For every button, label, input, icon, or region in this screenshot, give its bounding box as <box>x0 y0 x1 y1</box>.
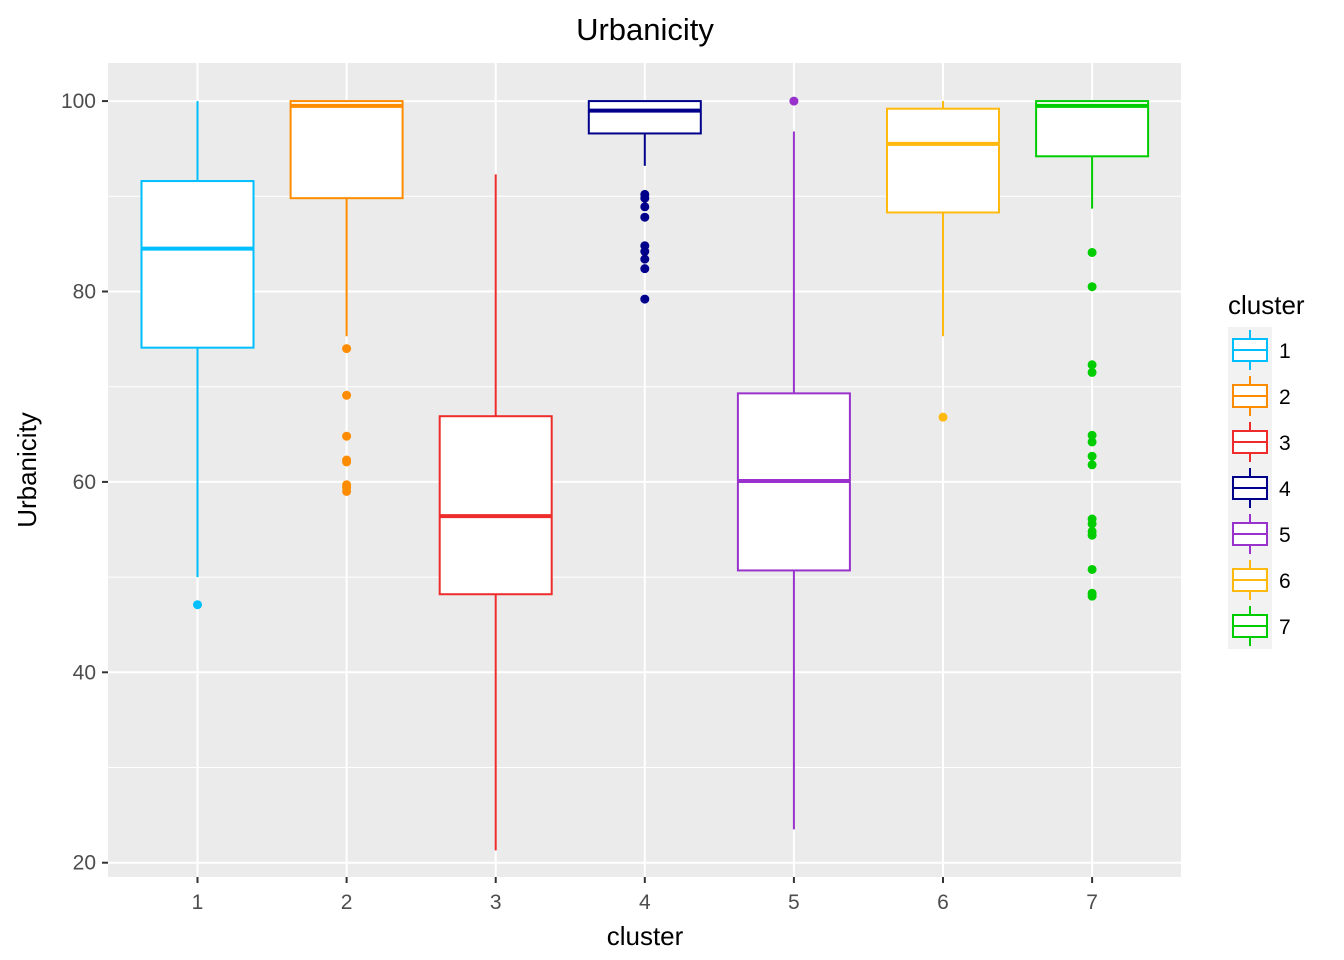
boxes <box>140 96 1150 851</box>
x-tick-label: 5 <box>788 891 800 914</box>
outlier-point <box>193 600 202 610</box>
box-group-cluster-7 <box>1035 100 1150 601</box>
outlier-point <box>1087 430 1097 440</box>
y-tick-label: 60 <box>73 471 96 494</box>
outlier-point <box>342 344 352 354</box>
legend-title: cluster <box>1228 290 1305 320</box>
outlier-point <box>1087 367 1097 377</box>
legend-item-6: 6 <box>1228 557 1291 603</box>
outlier-point <box>640 294 650 304</box>
outlier-point <box>342 486 352 496</box>
outlier-point <box>1087 451 1097 461</box>
x-axis-title: cluster <box>607 921 684 951</box>
outlier-point <box>1087 591 1097 601</box>
outlier-point <box>640 264 650 274</box>
legend-label: 2 <box>1279 386 1291 409</box>
legend-label: 3 <box>1279 432 1291 455</box>
box-iqr <box>289 100 404 200</box>
box-group-cluster-3 <box>438 174 553 851</box>
outlier-point <box>1087 437 1097 447</box>
box-iqr <box>438 415 553 596</box>
box-group-cluster-5 <box>736 96 851 830</box>
legend-label: 7 <box>1279 616 1291 639</box>
outlier-point <box>342 457 352 467</box>
y-tick-label: 100 <box>61 90 96 113</box>
x-tick-label: 7 <box>1086 891 1098 914</box>
outlier-point <box>1087 564 1097 574</box>
legend-item-7: 7 <box>1228 603 1291 649</box>
box-group-cluster-2 <box>289 100 404 496</box>
y-tick-label: 40 <box>73 661 96 684</box>
outlier-point <box>640 193 650 203</box>
box-group-cluster-4 <box>587 100 702 304</box>
legend-item-4: 4 <box>1228 465 1291 511</box>
outlier-point <box>1087 519 1097 529</box>
box-group-cluster-1 <box>140 101 255 610</box>
outlier-point <box>342 390 352 400</box>
box-iqr <box>140 180 255 349</box>
legend-item-5: 5 <box>1228 511 1291 557</box>
legend-item-2: 2 <box>1228 373 1291 419</box>
outlier-point <box>640 212 650 222</box>
box-iqr <box>1035 100 1150 158</box>
y-axis-title: Urbanicity <box>12 412 42 528</box>
y-axis: 20 40 60 80 100 <box>61 90 108 875</box>
x-tick-label: 6 <box>937 891 949 914</box>
x-tick-label: 2 <box>341 891 353 914</box>
box-group-cluster-6 <box>886 101 1000 422</box>
x-axis: 1 2 3 4 5 6 7 <box>192 877 1098 914</box>
outlier-point <box>640 254 650 264</box>
outlier-point <box>1087 247 1097 257</box>
legend: cluster 1 2 3 4 5 6 7 <box>1228 290 1305 649</box>
legend-label: 5 <box>1279 524 1291 547</box>
legend-item-1: 1 <box>1228 327 1291 373</box>
outlier-point <box>1087 360 1097 370</box>
x-tick-label: 3 <box>490 891 502 914</box>
box-iqr <box>587 100 702 135</box>
y-tick-label: 20 <box>73 852 96 875</box>
legend-item-3: 3 <box>1228 419 1291 465</box>
box-iqr <box>886 107 1000 214</box>
y-tick-label: 80 <box>73 280 96 303</box>
outlier-point <box>1087 460 1097 470</box>
legend-label: 6 <box>1279 570 1291 593</box>
outlier-point <box>640 202 650 212</box>
outlier-point <box>1087 530 1097 540</box>
legend-label: 4 <box>1279 478 1291 501</box>
x-tick-label: 4 <box>639 891 651 914</box>
outlier-point <box>938 412 948 422</box>
outlier-point <box>640 247 650 257</box>
outlier-point <box>1087 282 1097 292</box>
chart-title: Urbanicity <box>576 12 714 47</box>
x-tick-label: 1 <box>192 891 204 914</box>
outlier-point <box>342 431 352 441</box>
outlier-point <box>789 96 799 106</box>
legend-label: 1 <box>1279 340 1291 363</box>
